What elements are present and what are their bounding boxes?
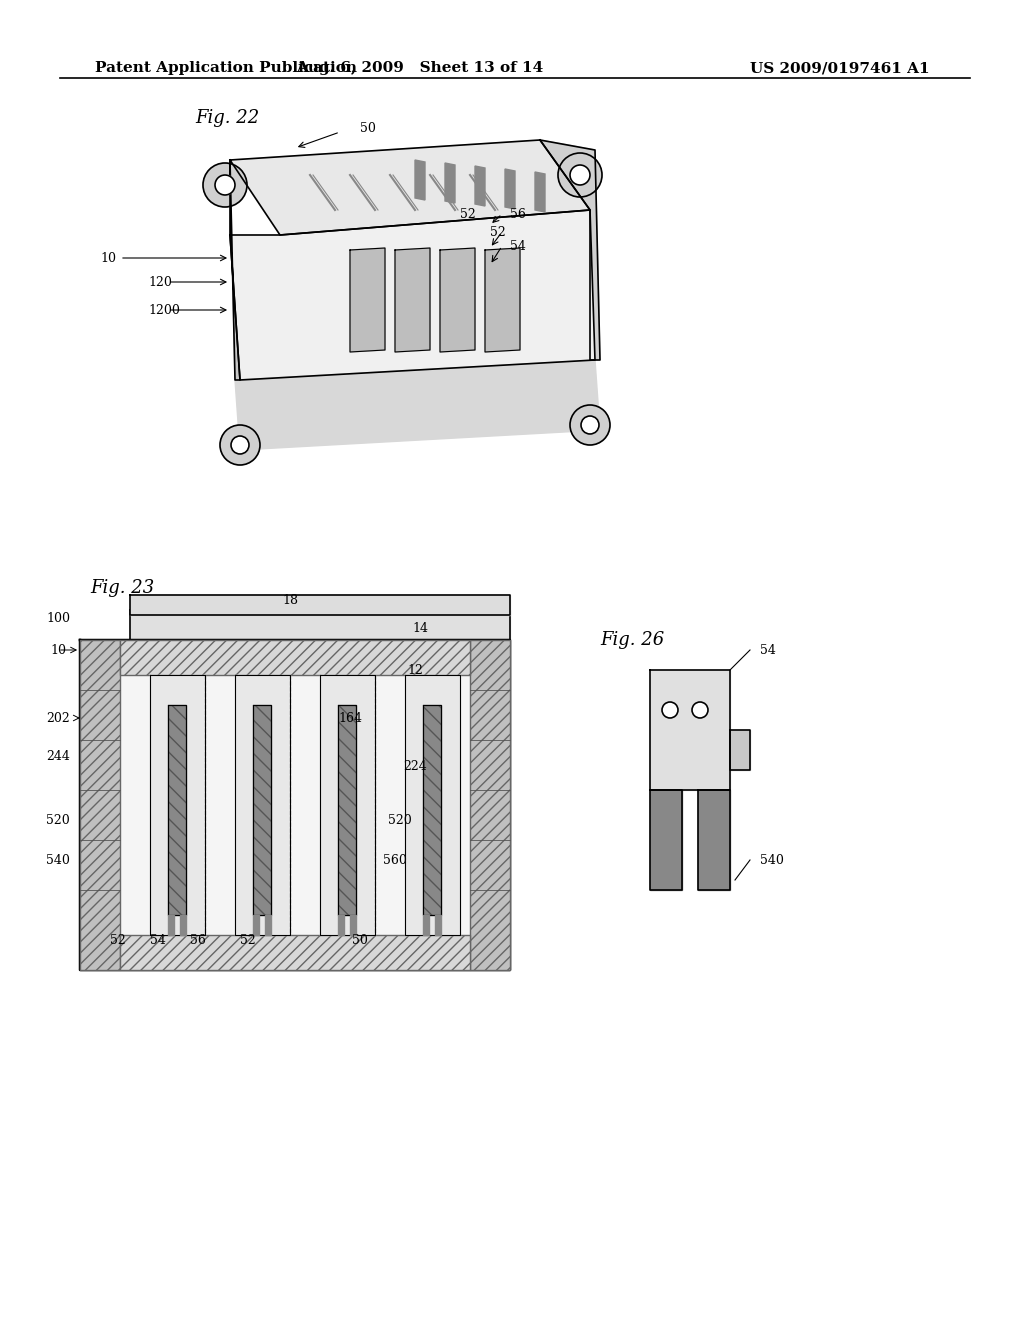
Text: 244: 244	[46, 750, 70, 763]
Polygon shape	[253, 915, 259, 935]
Text: 52: 52	[460, 207, 476, 220]
Text: 50: 50	[360, 121, 376, 135]
Polygon shape	[130, 610, 510, 640]
Polygon shape	[475, 166, 485, 206]
Polygon shape	[120, 640, 470, 675]
Polygon shape	[505, 169, 515, 209]
Polygon shape	[445, 162, 455, 203]
Text: 10: 10	[50, 644, 66, 656]
Text: 520: 520	[46, 813, 70, 826]
Circle shape	[231, 436, 249, 454]
Polygon shape	[540, 140, 600, 360]
Polygon shape	[130, 595, 510, 615]
Text: 14: 14	[412, 622, 428, 635]
Text: 520: 520	[388, 813, 412, 826]
Text: 52: 52	[490, 226, 506, 239]
Polygon shape	[230, 210, 595, 380]
Circle shape	[220, 425, 260, 465]
Text: 540: 540	[46, 854, 70, 866]
Polygon shape	[180, 915, 186, 935]
Polygon shape	[406, 675, 460, 935]
Polygon shape	[423, 915, 429, 935]
Text: 54: 54	[760, 644, 776, 656]
Text: 18: 18	[282, 594, 298, 606]
Polygon shape	[150, 675, 205, 935]
Polygon shape	[319, 675, 375, 935]
Circle shape	[570, 165, 590, 185]
Polygon shape	[234, 675, 290, 935]
Polygon shape	[338, 705, 356, 915]
Circle shape	[570, 405, 610, 445]
Text: 540: 540	[760, 854, 784, 866]
Polygon shape	[230, 160, 240, 380]
Polygon shape	[253, 705, 271, 915]
Circle shape	[558, 153, 602, 197]
Text: 164: 164	[338, 711, 362, 725]
Text: Aug. 6, 2009   Sheet 13 of 14: Aug. 6, 2009 Sheet 13 of 14	[296, 61, 544, 75]
Polygon shape	[350, 915, 356, 935]
Polygon shape	[80, 640, 120, 970]
Text: 50: 50	[352, 933, 368, 946]
Circle shape	[215, 176, 234, 195]
Text: 54: 54	[151, 933, 166, 946]
Polygon shape	[168, 705, 186, 915]
Polygon shape	[168, 915, 174, 935]
Polygon shape	[338, 915, 344, 935]
Polygon shape	[265, 915, 271, 935]
Polygon shape	[535, 172, 545, 213]
Polygon shape	[350, 248, 385, 352]
Polygon shape	[470, 640, 510, 970]
Text: 56: 56	[510, 207, 526, 220]
Text: 224: 224	[403, 759, 427, 772]
Text: Patent Application Publication: Patent Application Publication	[95, 61, 357, 75]
Text: 120: 120	[148, 276, 172, 289]
Circle shape	[581, 416, 599, 434]
Text: 56: 56	[190, 933, 206, 946]
Polygon shape	[650, 789, 682, 890]
Text: US 2009/0197461 A1: US 2009/0197461 A1	[750, 61, 930, 75]
Polygon shape	[230, 140, 590, 235]
Polygon shape	[435, 915, 441, 935]
Polygon shape	[485, 248, 520, 352]
Text: Fig. 26: Fig. 26	[600, 631, 665, 649]
Polygon shape	[440, 248, 475, 352]
Text: 100: 100	[46, 611, 70, 624]
Text: 12: 12	[408, 664, 423, 676]
Text: 560: 560	[383, 854, 407, 866]
Text: Fig. 23: Fig. 23	[90, 579, 155, 597]
Text: 52: 52	[240, 933, 256, 946]
Text: 54: 54	[510, 239, 526, 252]
Text: 10: 10	[100, 252, 116, 264]
Polygon shape	[698, 789, 730, 890]
Polygon shape	[730, 730, 750, 770]
Polygon shape	[120, 935, 470, 970]
Text: 1200: 1200	[148, 304, 180, 317]
Circle shape	[662, 702, 678, 718]
Polygon shape	[80, 640, 510, 970]
Polygon shape	[650, 671, 730, 789]
Circle shape	[692, 702, 708, 718]
Polygon shape	[415, 160, 425, 201]
Text: Fig. 22: Fig. 22	[195, 110, 259, 127]
Text: 52: 52	[111, 933, 126, 946]
Polygon shape	[234, 360, 600, 450]
Text: 202: 202	[46, 711, 70, 725]
Polygon shape	[423, 705, 441, 915]
Polygon shape	[395, 248, 430, 352]
Circle shape	[203, 162, 247, 207]
